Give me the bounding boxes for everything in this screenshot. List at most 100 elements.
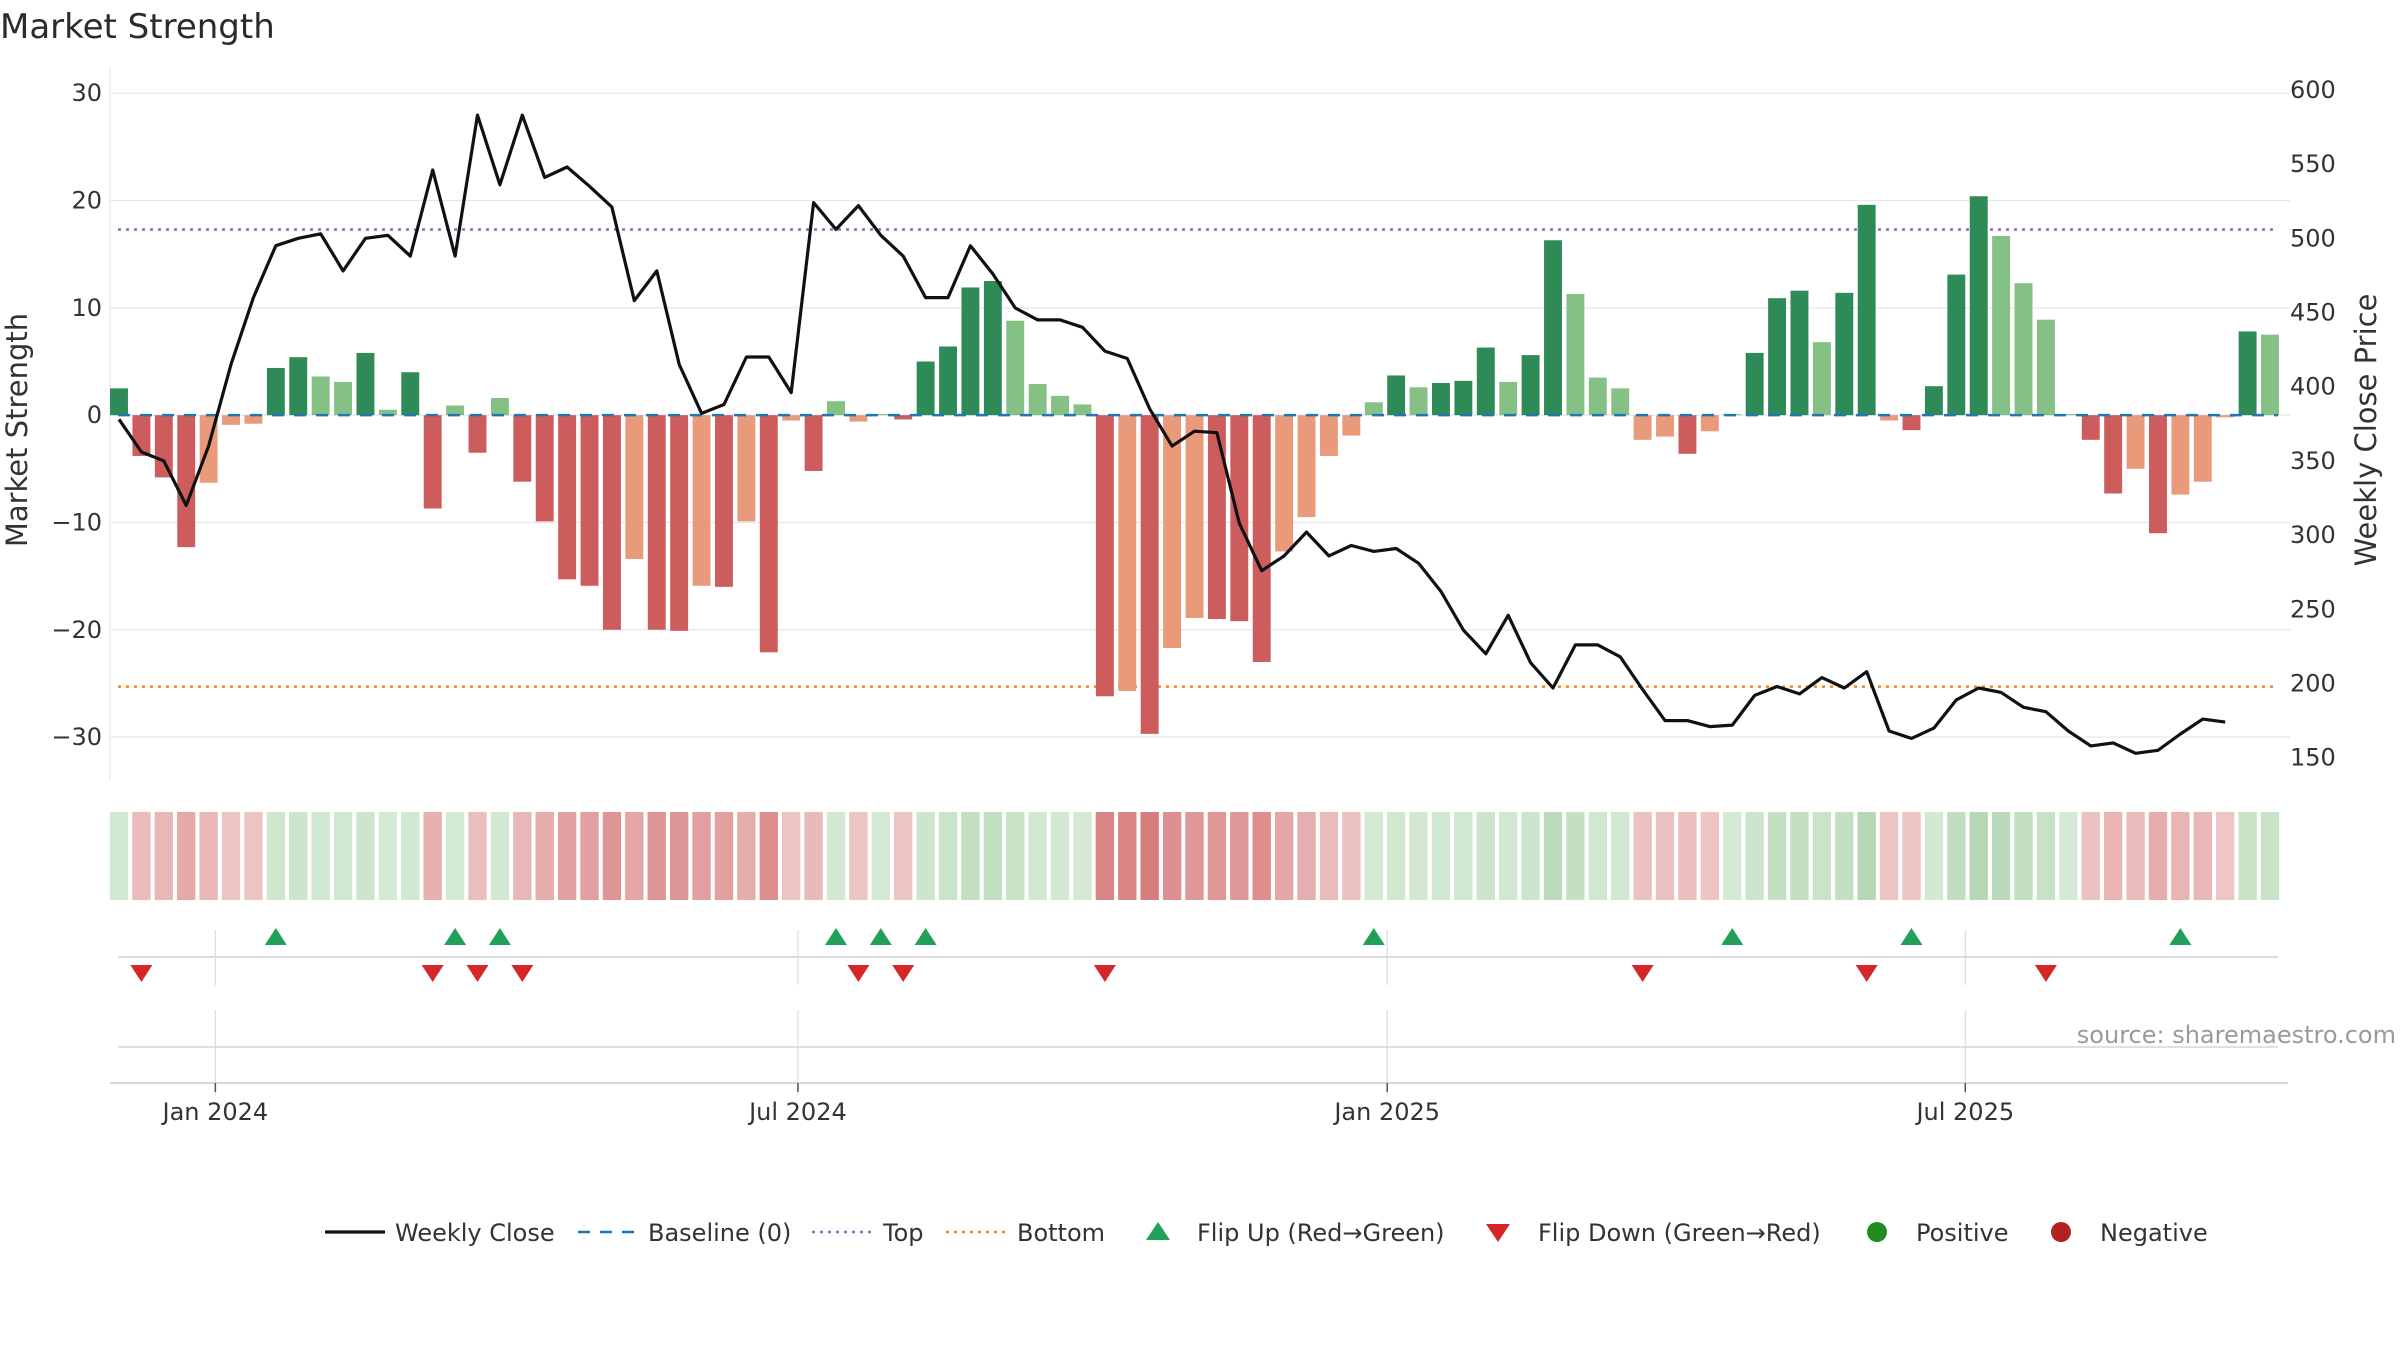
strength-bar (1499, 381, 1518, 416)
heat-cell (445, 812, 465, 900)
strength-bar (1252, 415, 1271, 662)
legend-swatch-flip-up (1146, 1222, 1170, 1240)
heat-cell (1790, 812, 1809, 900)
heat-cell (1857, 812, 1876, 900)
heat-cell (983, 812, 1003, 900)
strength-bar (266, 367, 285, 416)
heat-cell (580, 812, 599, 900)
legend-label: Flip Up (Red→Green) (1197, 1219, 1445, 1247)
strength-bar (1880, 415, 1899, 421)
heat-cell (2238, 812, 2257, 900)
strength-bar (1118, 415, 1137, 691)
flip-up-marker (2169, 928, 2192, 945)
strength-bar (1095, 415, 1114, 697)
strength-bar (2238, 331, 2257, 416)
strength-bar (289, 357, 308, 416)
flip-up-marker (444, 928, 467, 945)
heat-cell (2193, 812, 2212, 900)
y2-tick-label: 200 (2290, 670, 2336, 698)
heat-cell (602, 812, 622, 900)
heat-cell (2036, 812, 2056, 900)
heat-cell (894, 812, 913, 900)
y2-tick-label: 550 (2290, 150, 2336, 178)
heat-cell (1364, 812, 1383, 900)
heat-cell (535, 812, 554, 900)
strength-bar (1611, 388, 1630, 416)
x-axis-ticks: Jan 2024 Jul 2024 Jan 2025 Jul 2025 (160, 1083, 2014, 1126)
flip-down-marker (511, 965, 534, 982)
flip-up-marker (869, 928, 892, 945)
left-axis-ticks: 30 20 10 0 −10 −20 −30 (51, 79, 102, 751)
strength-bar (715, 415, 733, 587)
strength-bar (692, 415, 711, 586)
heat-cell (1947, 812, 1966, 900)
strength-bar (2126, 415, 2145, 469)
heat-cell (401, 812, 420, 900)
heat-cell (1073, 812, 1092, 900)
y2-tick-label: 300 (2290, 521, 2336, 549)
strength-bar (513, 415, 532, 482)
heat-cell (1095, 812, 1115, 900)
legend-swatch-positive (1867, 1222, 1887, 1242)
flip-down-marker (1631, 965, 1654, 982)
heat-cell (781, 812, 801, 900)
heat-cell (1028, 812, 1047, 900)
strength-bar (1319, 415, 1338, 456)
strength-bar (558, 415, 577, 580)
flip-down-marker (1093, 965, 1116, 982)
strength-bar (177, 415, 196, 548)
source-note: source: sharemaestro.com (2077, 1021, 2396, 1049)
flip-up-marker (1900, 928, 1923, 945)
y2-axis-label: Weekly Close Price (2349, 294, 2383, 567)
strength-bar (1768, 298, 1787, 416)
strength-bar (1409, 387, 1428, 416)
heat-cell (1431, 812, 1451, 900)
strength-bar (804, 415, 823, 471)
heat-cell (199, 812, 218, 900)
strength-bars (110, 196, 2279, 734)
strength-bar (1051, 395, 1070, 416)
right-axis-ticks: 600 550 500 450 400 350 300 250 200 150 (2290, 76, 2336, 772)
strength-bar (2104, 415, 2123, 494)
y-axis-label: Market Strength (0, 313, 34, 547)
strength-bar (1364, 402, 1383, 416)
heat-cell (1700, 812, 1720, 900)
strength-bar (1454, 380, 1473, 416)
strength-bar (2261, 334, 2279, 416)
legend-label: Flip Down (Green→Red) (1538, 1219, 1821, 1247)
strength-bar (1387, 375, 1406, 416)
heat-cell (1745, 812, 1764, 900)
strength-bar (468, 415, 487, 453)
heat-cell (1991, 812, 2011, 900)
heat-cell (1006, 812, 1025, 900)
strength-bar (1902, 415, 1921, 431)
strength-bar (1566, 293, 1585, 416)
heat-cell (1566, 812, 1585, 900)
heat-cell (378, 812, 398, 900)
legend-label: Top (882, 1219, 924, 1247)
strength-bar (827, 401, 845, 416)
heat-cell (333, 812, 353, 900)
heat-cell (759, 812, 778, 900)
heat-cell (1812, 812, 1832, 900)
heat-cell (1633, 812, 1652, 900)
y-tick-label: −20 (51, 616, 102, 644)
strength-bar (2171, 415, 2190, 495)
heat-cell (154, 812, 174, 900)
flip-up-marker (264, 928, 287, 945)
strength-bar (423, 415, 442, 509)
y-tick-label: 30 (71, 79, 102, 107)
flip-down-marker (1855, 965, 1878, 982)
heat-cell (1655, 812, 1675, 900)
flip-up-marker (825, 928, 847, 945)
y2-tick-label: 450 (2290, 298, 2336, 326)
strength-bar (871, 414, 890, 416)
strength-bar (2081, 415, 2100, 440)
strength-bar (2193, 415, 2212, 482)
strength-bar (2149, 415, 2167, 534)
heat-cell (1409, 812, 1428, 900)
heat-cell (647, 812, 666, 900)
strength-bar (2216, 415, 2235, 418)
flip-down-marker (892, 965, 915, 982)
heat-cell (1274, 812, 1294, 900)
